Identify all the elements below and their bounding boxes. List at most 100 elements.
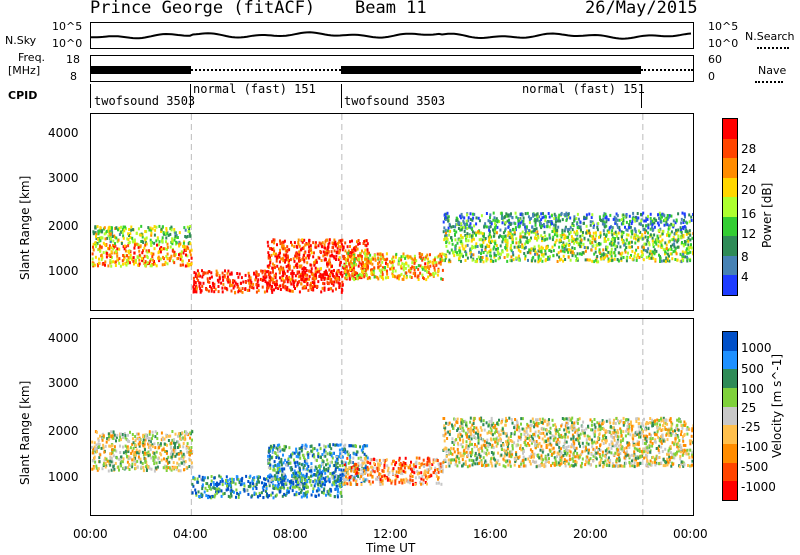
echo-cell [319, 242, 321, 245]
echo-cell [645, 236, 647, 239]
echo-cell [457, 242, 459, 245]
echo-cell [188, 259, 190, 262]
echo-cell [373, 272, 375, 275]
cpid-segment-4: normal (fast) 151 [522, 82, 645, 96]
echo-cell [575, 238, 577, 241]
echo-cell [304, 285, 306, 288]
echo-cell [124, 262, 126, 265]
echo-cell [154, 442, 156, 445]
echo-cell [279, 461, 281, 464]
echo-cell [560, 258, 562, 261]
echo-cell [367, 479, 369, 482]
echo-cell [380, 258, 382, 261]
echo-cell [302, 271, 304, 274]
echo-cell [603, 229, 605, 232]
echo-cell [520, 213, 522, 216]
echo-cell [311, 251, 313, 254]
echo-cell [424, 262, 426, 265]
echo-cell [306, 269, 308, 272]
echo-cell [282, 477, 284, 480]
echo-cell [154, 234, 156, 237]
echo-cell [672, 224, 674, 227]
echo-cell [443, 259, 445, 262]
echo-cell [103, 434, 105, 437]
echo-cell [655, 250, 657, 253]
echo-cell [221, 489, 223, 492]
echo-cell [305, 257, 307, 260]
echo-cell [127, 232, 129, 235]
echo-cell [591, 241, 593, 244]
echo-cell [338, 455, 340, 458]
cpid-segment-2: normal (fast) 151 [193, 82, 316, 96]
echo-cell [564, 228, 566, 231]
echo-cell [273, 465, 275, 468]
echo-cell [591, 249, 593, 252]
echo-cell [226, 475, 228, 478]
echo-cell [366, 253, 368, 256]
echo-cell [355, 271, 357, 274]
echo-cell [287, 249, 289, 252]
echo-cell [466, 223, 468, 226]
echo-cell [639, 236, 641, 239]
echo-cell [276, 283, 278, 286]
echo-cell [115, 439, 117, 442]
echo-cell [621, 218, 623, 221]
echo-cell [281, 486, 283, 489]
echo-cell [275, 286, 277, 289]
echo-cell [496, 231, 498, 234]
echo-cell [138, 438, 140, 441]
echo-cell [501, 240, 503, 243]
echo-cell [374, 470, 376, 473]
echo-cell [295, 493, 297, 496]
echo-cell [166, 229, 168, 232]
echo-cell [609, 242, 611, 245]
colorbar-swatch [723, 236, 737, 256]
echo-cell [183, 226, 185, 229]
echo-cell [450, 236, 452, 239]
echo-cell [529, 221, 531, 224]
echo-cell [501, 212, 503, 215]
echo-cell [462, 247, 464, 250]
echo-cell [366, 244, 368, 247]
echo-cell [638, 238, 640, 241]
echo-cell [273, 496, 275, 499]
echo-cell [236, 283, 238, 286]
echo-cell [361, 250, 363, 253]
nave-dotted-2 [641, 69, 693, 71]
echo-cell [133, 256, 135, 259]
echo-cell [528, 248, 530, 251]
echo-cell [354, 258, 356, 261]
station-title: Prince George (fitACF) [90, 0, 315, 18]
nave-tick-top: 60 [708, 53, 722, 66]
echo-cell [544, 219, 546, 222]
echo-cell [396, 470, 398, 473]
freq-tick-top: 18 [66, 53, 80, 66]
echo-cell [541, 216, 543, 219]
echo-cell [366, 444, 368, 447]
echo-cell [108, 470, 110, 473]
echo-cell [374, 254, 376, 257]
echo-cell [332, 246, 334, 249]
echo-cell [114, 245, 116, 248]
echo-cell [456, 217, 458, 220]
echo-cell [311, 288, 313, 291]
echo-cell [611, 233, 613, 236]
echo-cell [108, 438, 110, 441]
echo-cell [438, 269, 440, 272]
echo-cell [480, 252, 482, 255]
echo-cell [111, 250, 113, 253]
echo-cell [349, 277, 351, 280]
echo-cell [410, 267, 412, 270]
echo-cell [533, 249, 535, 252]
echo-cell [466, 213, 468, 216]
echo-cell [301, 446, 303, 449]
echo-cell [153, 462, 155, 465]
echo-cell [591, 235, 593, 238]
echo-cell [267, 496, 269, 499]
echo-cell [466, 232, 468, 235]
echo-cell [247, 493, 249, 496]
echo-cell [658, 224, 660, 227]
echo-cell [350, 260, 352, 263]
echo-cell [178, 253, 180, 256]
echo-cell [667, 231, 669, 234]
